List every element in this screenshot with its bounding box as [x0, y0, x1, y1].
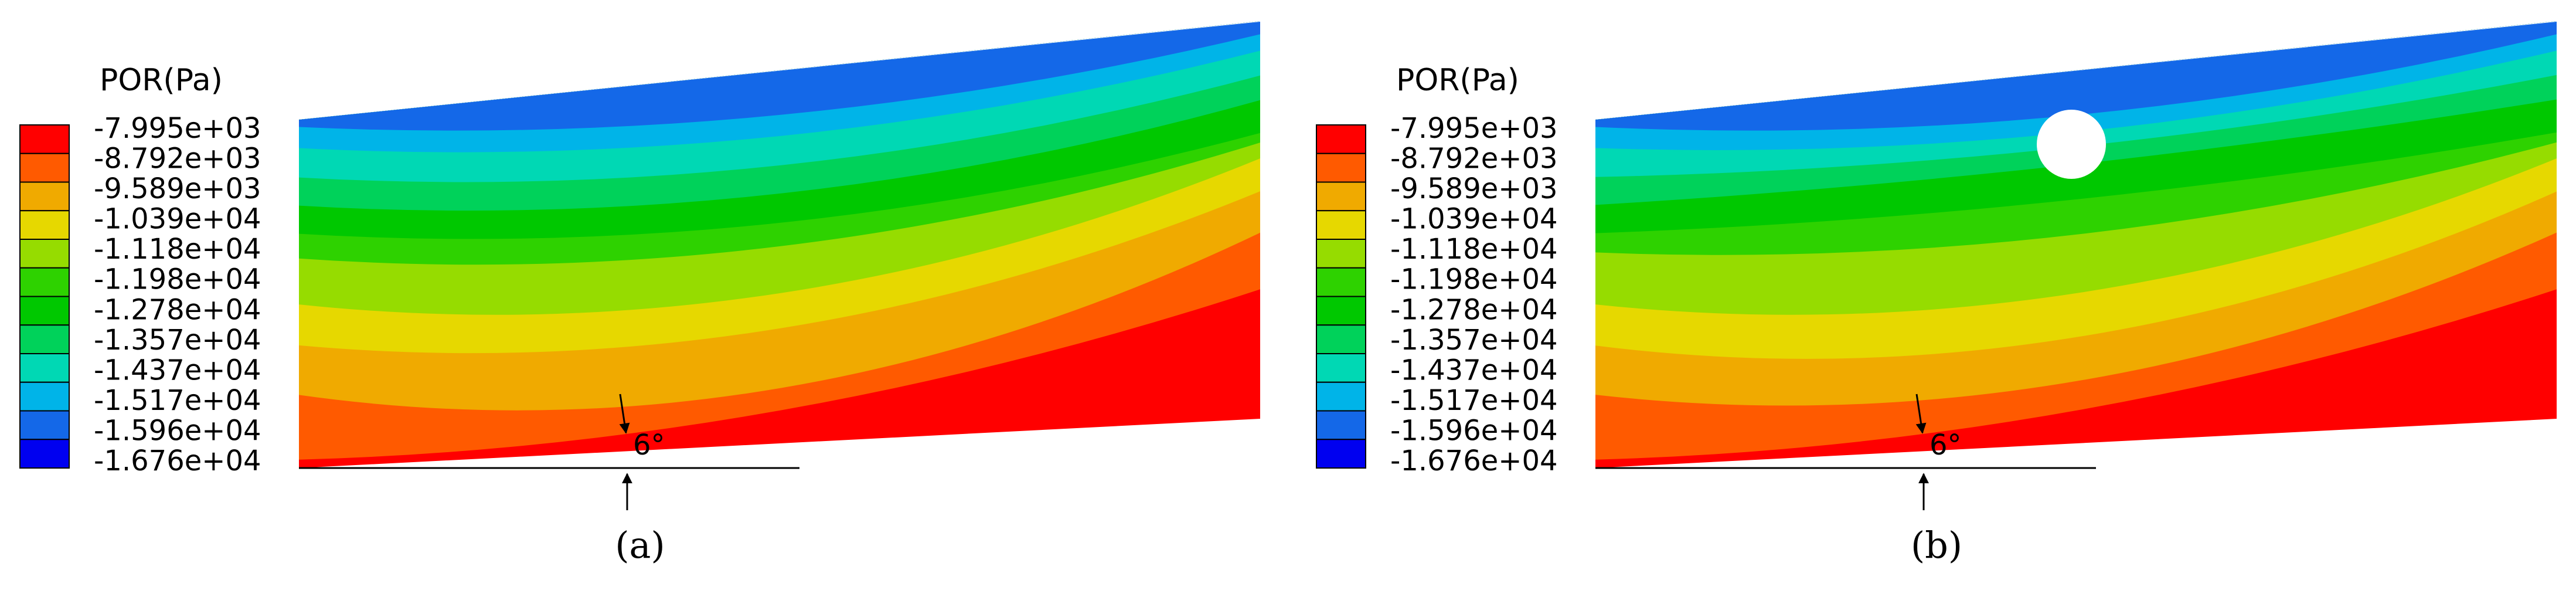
- legend-swatch: [1316, 439, 1366, 469]
- legend-label: -9.589e+03: [94, 172, 261, 205]
- legend-swatch: [19, 439, 70, 469]
- legend-swatch: [1316, 296, 1366, 326]
- legend-swatch: [1316, 353, 1366, 383]
- legend-swatch: [19, 353, 70, 383]
- legend-label: -7.995e+03: [94, 112, 261, 145]
- legend-label: -1.437e+04: [94, 354, 261, 386]
- legend-label: -1.357e+04: [94, 324, 261, 357]
- legend-swatch: [19, 324, 70, 354]
- legend-swatch: [19, 381, 70, 412]
- angle-label: 6°: [1930, 429, 1962, 462]
- legend-swatch: [1316, 152, 1366, 183]
- legend-label: -9.589e+03: [1390, 172, 1558, 205]
- legend-swatch: [1316, 410, 1366, 440]
- hole: [2037, 110, 2106, 179]
- legend-swatch: [19, 152, 70, 183]
- arrow: [1915, 394, 1927, 434]
- legend-label: -1.198e+04: [94, 263, 261, 296]
- legend-label: -1.676e+04: [94, 445, 261, 477]
- legend-label: -1.039e+04: [94, 203, 261, 236]
- legend-label: -1.278e+04: [94, 293, 261, 326]
- panel: POR(Pa)-7.995e+03-8.792e+03-9.589e+03-1.…: [1316, 21, 2557, 567]
- legend-label: -1.118e+04: [94, 233, 261, 266]
- legend-label: -1.357e+04: [1390, 324, 1558, 357]
- legend-swatch: [1316, 381, 1366, 412]
- panel: POR(Pa)-7.995e+03-8.792e+03-9.589e+03-1.…: [19, 21, 1260, 567]
- legend-swatch: [19, 239, 70, 269]
- legend-label: -1.198e+04: [1390, 263, 1558, 296]
- legend-swatch: [19, 296, 70, 326]
- legend-label: -8.792e+03: [1390, 143, 1558, 175]
- caption: (b): [1911, 524, 1962, 567]
- legend-swatch: [19, 410, 70, 440]
- legend-swatch: [1316, 324, 1366, 354]
- angle-label: 6°: [633, 429, 665, 462]
- legend-label: -1.517e+04: [1390, 384, 1558, 417]
- legend-swatch: [1316, 267, 1366, 297]
- legend-title: POR(Pa): [1396, 63, 1519, 98]
- legend-label: -8.792e+03: [94, 143, 261, 175]
- legend-label: -7.995e+03: [1390, 112, 1558, 145]
- legend-swatch: [19, 210, 70, 240]
- legend-swatch: [19, 267, 70, 297]
- legend-swatch: [1316, 124, 1366, 154]
- legend-swatch: [1316, 181, 1366, 212]
- legend-label: -1.676e+04: [1390, 445, 1558, 477]
- legend-swatch: [19, 124, 70, 154]
- legend-label: -1.278e+04: [1390, 293, 1558, 326]
- contour-plate: [299, 21, 1260, 468]
- legend-label: -1.596e+04: [1390, 414, 1558, 447]
- legend-label: -1.039e+04: [1390, 203, 1558, 236]
- legend-label: -1.517e+04: [94, 384, 261, 417]
- legend-label: -1.118e+04: [1390, 233, 1558, 266]
- legend-title: POR(Pa): [100, 63, 223, 98]
- arrow: [619, 394, 630, 434]
- legend-swatch: [1316, 239, 1366, 269]
- contour-plate: [1595, 21, 2557, 468]
- caption: (a): [615, 524, 665, 567]
- legend-label: -1.437e+04: [1390, 354, 1558, 386]
- legend-label: -1.596e+04: [94, 414, 261, 447]
- legend-swatch: [1316, 210, 1366, 240]
- legend-swatch: [19, 181, 70, 212]
